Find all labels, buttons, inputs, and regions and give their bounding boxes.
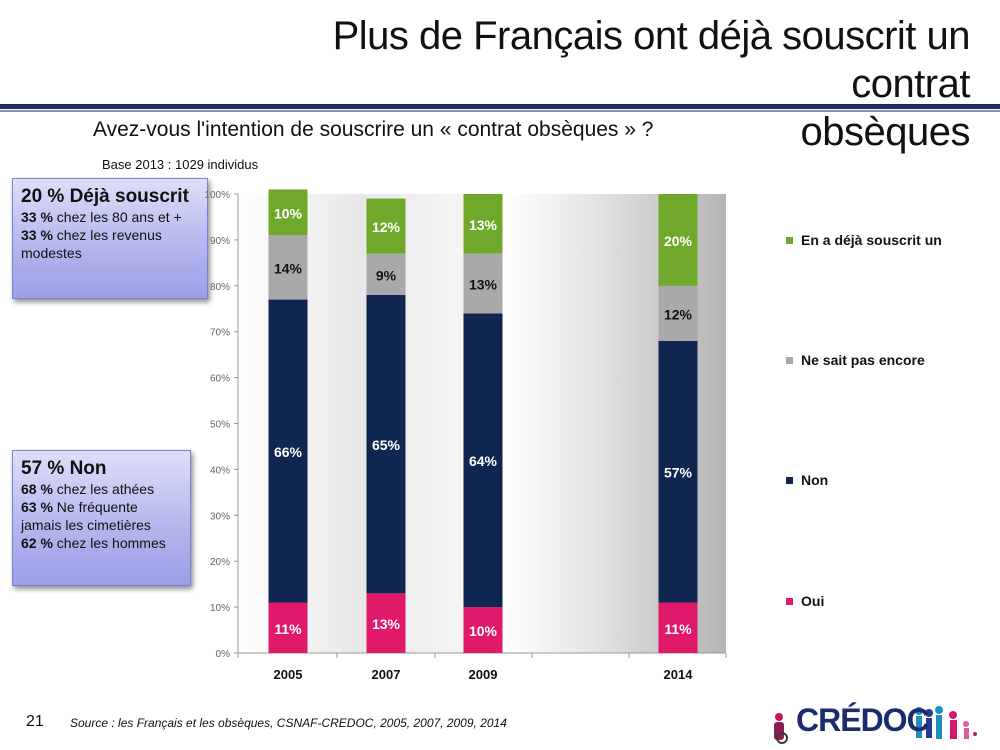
callout-line: 62 % chez les hommes bbox=[21, 534, 182, 552]
y-tick-label: 40% bbox=[210, 465, 230, 476]
data-label: 11% bbox=[664, 621, 692, 637]
x-tick-label: 2014 bbox=[664, 667, 694, 682]
y-tick-label: 60% bbox=[210, 374, 230, 385]
legend-label: Ne sait pas encore bbox=[801, 352, 925, 368]
data-label: 20% bbox=[664, 233, 693, 249]
data-label: 12% bbox=[372, 219, 401, 235]
callout-line-text: Ne fréquente jamais les cimetières bbox=[21, 499, 151, 533]
bar-segment bbox=[658, 194, 698, 286]
callout-already-subscribed: 20 % Déjà souscrit 33 % chez les 80 ans … bbox=[12, 178, 208, 299]
callout-line: 68 % chez les athées bbox=[21, 480, 182, 498]
data-label: 12% bbox=[664, 306, 693, 322]
y-tick-label: 100% bbox=[204, 190, 230, 201]
title-divider-shadow bbox=[0, 110, 1000, 112]
callout-line-text: chez les revenus modestes bbox=[21, 227, 162, 261]
bar-segment bbox=[268, 235, 308, 300]
source-note: Source : les Français et les obsèques, C… bbox=[70, 716, 507, 730]
legend-label: Oui bbox=[801, 593, 825, 609]
x-tick-label: 2005 bbox=[274, 667, 303, 682]
survey-question: Avez-vous l'intention de souscrire un « … bbox=[93, 118, 654, 141]
data-label: 13% bbox=[469, 217, 498, 233]
data-label: 9% bbox=[376, 267, 397, 283]
data-label: 57% bbox=[664, 465, 693, 481]
bar-segment bbox=[366, 253, 406, 295]
data-label: 66% bbox=[274, 444, 303, 460]
callout-line-text: chez les athées bbox=[52, 481, 155, 497]
data-label: 11% bbox=[274, 621, 302, 637]
bar-segment bbox=[366, 294, 406, 594]
bar-segment bbox=[268, 189, 308, 236]
bar-segment bbox=[463, 313, 503, 608]
y-tick-label: 10% bbox=[210, 603, 230, 614]
x-tick-label: 2007 bbox=[372, 667, 401, 682]
y-tick-label: 20% bbox=[210, 557, 230, 568]
legend-swatch bbox=[786, 477, 793, 484]
logo-text: CRÉDOC bbox=[796, 702, 930, 738]
callout-headline: 20 % Déjà souscrit bbox=[21, 186, 189, 207]
bar-segment bbox=[463, 194, 503, 254]
callout-line-value: 62 % bbox=[21, 535, 53, 551]
legend-swatch bbox=[786, 237, 793, 244]
slide-title: Plus de Français ont déjà souscrit un co… bbox=[210, 12, 971, 156]
callout-line-value: 68 % bbox=[21, 481, 53, 497]
data-label: 65% bbox=[372, 437, 401, 453]
callout-line-text: chez les 80 ans et + bbox=[52, 209, 182, 225]
bar-segment bbox=[366, 198, 406, 254]
slide-number: 21 bbox=[26, 713, 44, 730]
y-tick-label: 30% bbox=[210, 511, 230, 522]
callout-line: 33 % chez les revenus modestes bbox=[21, 226, 199, 262]
callout-non: 57 % Non 68 % chez les athées 63 % Ne fr… bbox=[12, 450, 191, 586]
bar-segment bbox=[658, 285, 698, 341]
bar-segment bbox=[268, 602, 308, 653]
bar-segment bbox=[268, 299, 308, 603]
title-line-2: obsèques bbox=[800, 110, 971, 154]
y-tick-label: 70% bbox=[210, 328, 230, 339]
data-label: 14% bbox=[274, 260, 303, 276]
bar-segment bbox=[463, 253, 503, 314]
sample-base: Base 2013 : 1029 individus bbox=[102, 157, 259, 172]
callout-line-text: chez les hommes bbox=[52, 535, 166, 551]
callout-line-value: 33 % bbox=[21, 227, 53, 243]
y-tick-label: 90% bbox=[210, 236, 230, 247]
legend-swatch bbox=[786, 357, 793, 364]
logo-figures-icon bbox=[774, 706, 977, 744]
data-label: 10% bbox=[469, 623, 498, 639]
callout-headline: 57 % Non bbox=[21, 458, 107, 479]
y-tick-label: 50% bbox=[210, 420, 230, 431]
title-divider bbox=[0, 104, 1000, 109]
data-label: 13% bbox=[469, 277, 498, 293]
data-label: 13% bbox=[372, 616, 401, 632]
bar-segment bbox=[658, 340, 698, 603]
legend-label: Non bbox=[801, 472, 829, 488]
credoc-logo: CRÉDOC bbox=[770, 700, 990, 745]
bar-segment bbox=[366, 593, 406, 653]
data-label: 64% bbox=[469, 453, 498, 469]
y-tick-label: 0% bbox=[216, 649, 231, 660]
legend-swatch bbox=[786, 598, 793, 605]
x-tick-label: 2009 bbox=[469, 667, 498, 682]
legend-label: En a déjà souscrit un bbox=[801, 232, 942, 248]
callout-line-value: 33 % bbox=[21, 209, 53, 225]
bar-segment bbox=[463, 607, 503, 653]
callout-line-value: 63 % bbox=[21, 499, 53, 515]
callout-line: 33 % chez les 80 ans et + bbox=[21, 208, 199, 226]
y-tick-label: 80% bbox=[210, 282, 230, 293]
title-line-1: Plus de Français ont déjà souscrit un co… bbox=[332, 14, 971, 106]
bar-segment bbox=[658, 602, 698, 653]
callout-line: 63 % Ne fréquente jamais les cimetières bbox=[21, 498, 182, 534]
data-label: 10% bbox=[274, 205, 303, 221]
